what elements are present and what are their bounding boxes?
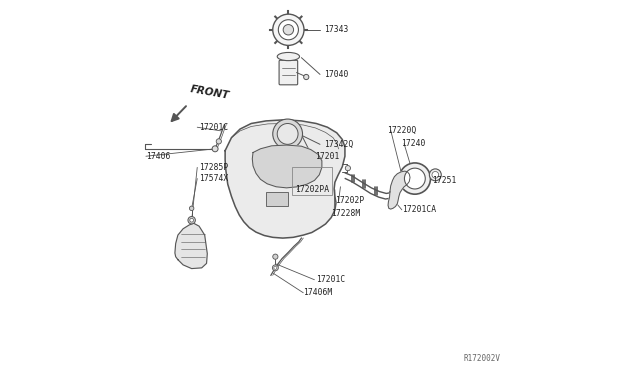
Text: 17201: 17201 xyxy=(315,153,340,161)
Circle shape xyxy=(432,171,438,178)
Text: 17220Q: 17220Q xyxy=(387,126,416,135)
Text: 17040: 17040 xyxy=(324,70,348,79)
FancyBboxPatch shape xyxy=(279,60,298,85)
Circle shape xyxy=(283,25,294,35)
Circle shape xyxy=(273,119,303,149)
Text: 17201C: 17201C xyxy=(199,123,228,132)
Circle shape xyxy=(274,266,277,269)
Polygon shape xyxy=(175,223,207,269)
Polygon shape xyxy=(225,120,345,238)
Text: 17201C: 17201C xyxy=(316,275,346,284)
Text: 17201CA: 17201CA xyxy=(402,205,436,214)
Text: 17406M: 17406M xyxy=(303,288,333,297)
Text: 17202P: 17202P xyxy=(335,196,364,205)
Text: 17228M: 17228M xyxy=(331,209,360,218)
Text: 17202PA: 17202PA xyxy=(295,185,329,194)
Circle shape xyxy=(278,20,298,40)
Circle shape xyxy=(404,168,425,189)
Text: FRONT: FRONT xyxy=(189,84,230,101)
Text: 17251: 17251 xyxy=(431,176,456,185)
Circle shape xyxy=(273,14,304,45)
Ellipse shape xyxy=(277,52,300,61)
Circle shape xyxy=(212,146,218,152)
Text: R172002V: R172002V xyxy=(463,354,500,363)
Circle shape xyxy=(273,265,278,271)
FancyBboxPatch shape xyxy=(266,192,289,206)
Ellipse shape xyxy=(278,131,297,140)
Circle shape xyxy=(399,163,431,194)
Circle shape xyxy=(429,169,441,181)
Text: 17342Q: 17342Q xyxy=(324,140,353,149)
Ellipse shape xyxy=(275,129,301,142)
Text: 17406: 17406 xyxy=(146,152,170,161)
Circle shape xyxy=(346,166,351,171)
Text: 17240: 17240 xyxy=(401,139,425,148)
Circle shape xyxy=(277,124,298,144)
Text: 17285P: 17285P xyxy=(199,163,228,172)
Polygon shape xyxy=(388,171,410,209)
Polygon shape xyxy=(252,145,322,188)
Circle shape xyxy=(188,217,195,224)
Circle shape xyxy=(190,218,193,222)
Text: 17574X: 17574X xyxy=(199,174,228,183)
Circle shape xyxy=(216,139,221,144)
Circle shape xyxy=(303,74,309,80)
Circle shape xyxy=(189,206,194,211)
Text: 17343: 17343 xyxy=(324,25,348,34)
Circle shape xyxy=(273,254,278,259)
